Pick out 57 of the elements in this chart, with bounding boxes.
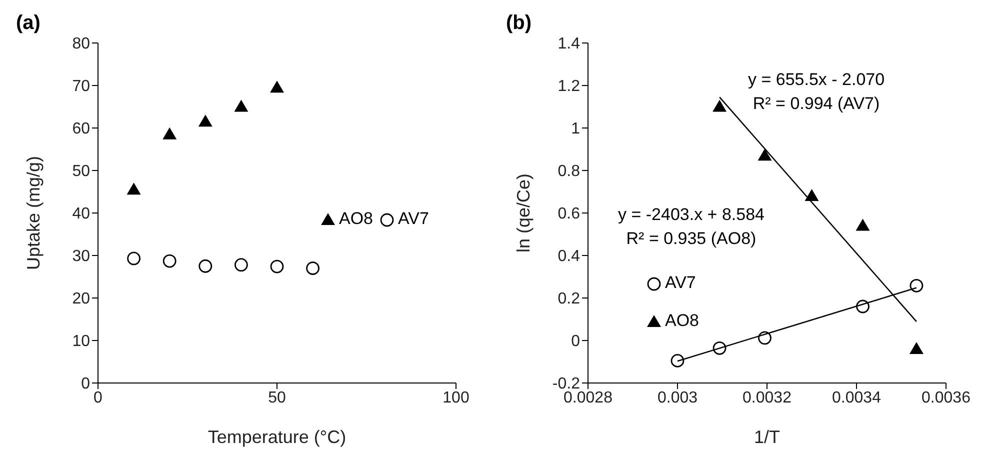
point [270, 80, 284, 93]
y-axis-title: Uptake (mg/g) [23, 156, 44, 270]
point [910, 278, 924, 292]
y-tick-label: 70 [72, 78, 90, 96]
point [758, 148, 772, 161]
point [162, 254, 176, 268]
y-tick-label: 60 [72, 120, 90, 138]
point [126, 182, 141, 195]
y-axis-title: ln (qe/Ce) [513, 173, 534, 253]
legend-label: AO8 [665, 311, 700, 331]
point [856, 218, 870, 231]
chart-title: (b) [506, 12, 532, 35]
x-axis-title: Temperature (°C) [208, 427, 346, 447]
point [162, 127, 177, 140]
y-tick-label: 20 [72, 290, 90, 308]
y-tick-label: 50 [72, 163, 90, 180]
legend-label: AV7 [665, 273, 696, 293]
annotation: y = -2403.x + 8.584 R² = 0.935 (AO8) [618, 204, 764, 250]
x-tick-label: 100 [442, 389, 470, 406]
x-tick-label: 50 [268, 389, 286, 406]
y-tick-label: 0.4 [558, 248, 580, 266]
y-tick-label: 10 [72, 333, 90, 350]
point [234, 258, 248, 272]
point [234, 100, 248, 112]
x-tick-label: 0.0034 [832, 389, 882, 406]
point [856, 300, 870, 314]
x-axis-title: 1/T [754, 427, 780, 447]
y-tick-label: 80 [72, 36, 90, 53]
legend-label: AV7 [398, 209, 429, 229]
point [306, 262, 320, 275]
y-tick-label: 40 [72, 206, 90, 223]
x-tick-label: 0.003 [657, 389, 698, 406]
point [712, 341, 726, 355]
y-tick-label: 1 [571, 120, 580, 138]
point [670, 354, 684, 368]
y-tick-label: 0.6 [558, 206, 580, 223]
point [270, 260, 284, 274]
point [127, 252, 140, 266]
y-tick-label: 0 [81, 376, 90, 393]
point [198, 259, 212, 273]
y-tick-label: 0.8 [558, 163, 580, 180]
y-tick-label: 0.2 [558, 290, 580, 308]
y-tick-label: 1.4 [558, 36, 580, 53]
y-tick-label: 0 [571, 333, 580, 350]
point [909, 342, 924, 354]
x-tick-label: 0.0032 [742, 389, 792, 406]
point [804, 189, 819, 201]
annotation: y = 655.5x - 2.070 R² = 0.994 (AV7) [748, 69, 885, 115]
y-tick-label: 1.2 [558, 78, 580, 96]
x-tick-label: 0.0036 [922, 389, 971, 406]
point [758, 331, 772, 345]
point [712, 100, 727, 112]
y-tick-label: 30 [72, 248, 90, 266]
x-tick-label: 0 [94, 389, 103, 406]
legend-label: AO8 [339, 209, 374, 229]
point [198, 114, 212, 127]
chart-title: (a) [16, 12, 40, 35]
